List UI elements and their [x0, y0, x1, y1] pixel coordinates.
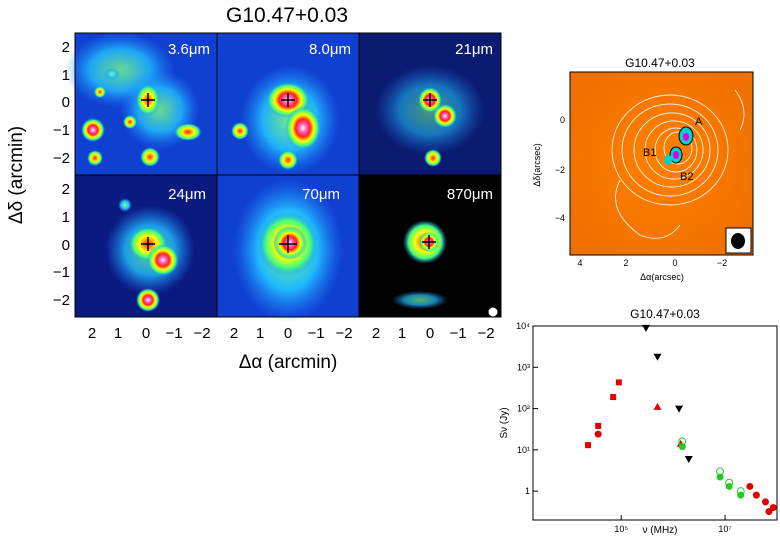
map-title: G10.47+0.03: [625, 56, 695, 70]
sed-point: [585, 442, 592, 449]
band-label: 70μm: [302, 186, 340, 203]
contours: [611, 89, 745, 239]
y-ticks-bottom: 2 1 0 −1 −2: [53, 181, 70, 309]
svg-text:−1: −1: [307, 325, 324, 342]
sed-point: [675, 405, 684, 413]
sed-point: [595, 422, 602, 429]
panel-70um: 70μm: [217, 175, 359, 322]
map-x-label: Δα(arcsec): [640, 272, 684, 282]
svg-text:0: 0: [62, 237, 70, 254]
multiband-panel: G10.47+0.03 3.6μm 8.0μm: [6, 4, 502, 373]
svg-text:−1: −1: [449, 325, 466, 342]
svg-text:1: 1: [114, 325, 122, 342]
sed-point: [653, 402, 662, 410]
sed-point: [594, 430, 602, 438]
sed-point: [684, 456, 693, 464]
svg-text:1: 1: [398, 325, 406, 342]
sed-y-ticks: 10⁴ 10³ 10² 10¹ 1: [516, 321, 538, 496]
sed-y-tick-label: 1: [525, 486, 530, 496]
sed-chart: G10.47+0.03 10⁴ 10³ 10² 10¹ 1 10⁵ 10⁷ ν (MHz)…: [499, 307, 778, 536]
sed-y-tick-label: 10¹: [517, 445, 530, 455]
sed-frame: [532, 325, 778, 521]
panel-3p6um: 3.6μm: [65, 32, 217, 175]
sed-marks: [585, 324, 777, 516]
svg-text:0: 0: [62, 94, 70, 111]
contour-map-panel: G10.47+0.03 A B1 B2 0 −2 −4 4 2: [532, 56, 754, 282]
sed-x-label: ν (MHz): [643, 525, 678, 536]
svg-text:−4: −4: [555, 213, 565, 223]
panel-24um: 24μm: [75, 175, 217, 317]
band-label: 24μm: [168, 186, 206, 203]
band-label: 8.0μm: [309, 41, 351, 58]
svg-text:2: 2: [88, 325, 96, 342]
sed-x-tick-label: 10⁷: [718, 524, 731, 534]
svg-text:2: 2: [62, 39, 70, 56]
panel-21um: 21μm: [359, 33, 501, 175]
sed-y-tick-label: 10²: [517, 404, 530, 414]
svg-text:1: 1: [62, 67, 70, 84]
panel-8um: 8.0μm: [217, 33, 359, 175]
x-ticks: 2 1 0 −1 −2 2 1 0 −1 −2 2 1 0 −1 −2: [88, 325, 495, 342]
sed-point: [765, 508, 773, 516]
svg-text:4: 4: [577, 258, 582, 268]
panel-870um: 870μm: [359, 175, 501, 318]
sed-point: [716, 473, 724, 481]
map-x-ticks: 4 2 0 −2: [577, 258, 727, 268]
source-b1: B1: [643, 147, 656, 159]
sed-y-tick-label: 10³: [517, 362, 530, 372]
band-label: 3.6μm: [168, 41, 210, 58]
sed-point: [716, 467, 725, 476]
svg-text:−2: −2: [477, 325, 494, 342]
sed-x-tick-label: 10⁵: [614, 524, 628, 534]
svg-text:1: 1: [256, 325, 264, 342]
svg-text:0: 0: [426, 325, 434, 342]
sed-point: [653, 353, 662, 361]
sed-point: [752, 491, 760, 499]
svg-text:1: 1: [62, 209, 70, 226]
source-a: A: [695, 116, 703, 128]
svg-text:−1: −1: [165, 325, 182, 342]
svg-text:0: 0: [284, 325, 292, 342]
svg-text:−1: −1: [53, 264, 70, 281]
svg-text:−2: −2: [717, 258, 727, 268]
multiband-title: G10.47+0.03: [226, 4, 348, 27]
sed-title: G10.47+0.03: [630, 307, 700, 321]
sed-point: [641, 324, 650, 332]
sed-point: [725, 478, 734, 487]
svg-text:−2: −2: [335, 325, 352, 342]
band-label: 21μm: [455, 41, 493, 58]
svg-text:2: 2: [62, 181, 70, 198]
svg-text:0: 0: [142, 325, 150, 342]
svg-text:−2: −2: [555, 165, 565, 175]
sed-point: [746, 482, 754, 490]
sed-x-ticks: 10⁵ 10⁷: [614, 515, 732, 534]
svg-text:2: 2: [372, 325, 380, 342]
svg-text:−2: −2: [53, 292, 70, 309]
sed-point: [761, 498, 769, 506]
svg-text:−2: −2: [53, 150, 70, 167]
band-label: 870μm: [447, 186, 493, 203]
svg-text:2: 2: [230, 325, 238, 342]
x-axis-label: Δα (arcmin): [239, 352, 338, 373]
sed-y-tick-label: 10⁴: [516, 321, 530, 331]
svg-text:−1: −1: [53, 122, 70, 139]
svg-text:2: 2: [623, 258, 628, 268]
sed-y-label: Sν (Jy): [499, 407, 510, 438]
svg-text:−2: −2: [193, 325, 210, 342]
sed-point: [737, 491, 745, 499]
y-ticks-top: 2 1 0 −1 −2: [53, 39, 70, 167]
svg-text:0: 0: [672, 258, 677, 268]
sed-point: [736, 487, 745, 496]
svg-text:0: 0: [560, 115, 565, 125]
source-b2: B2: [680, 171, 693, 183]
sed-point: [678, 437, 687, 446]
sed-point: [610, 394, 617, 401]
y-axis-label: Δδ (arcmin): [6, 126, 27, 224]
map-y-ticks: 0 −2 −4: [555, 115, 565, 223]
map-y-label: Δδ(arcsec): [532, 143, 542, 187]
sed-point: [615, 379, 622, 386]
